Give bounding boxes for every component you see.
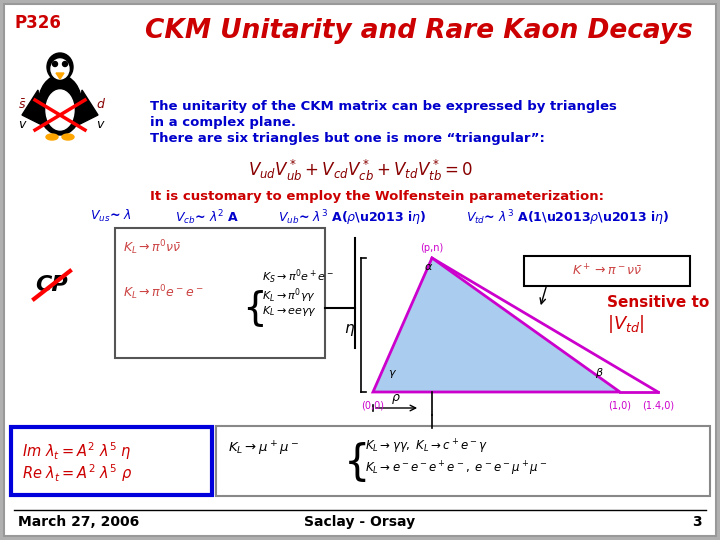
Text: $V_{cb}$~ $\lambda^2$ A: $V_{cb}$~ $\lambda^2$ A <box>175 208 239 227</box>
Text: Saclay - Orsay: Saclay - Orsay <box>305 515 415 529</box>
Text: in a complex plane.: in a complex plane. <box>150 116 296 129</box>
Ellipse shape <box>51 59 69 79</box>
Text: (p,n): (p,n) <box>420 243 444 253</box>
FancyBboxPatch shape <box>11 427 212 495</box>
Text: March 27, 2006: March 27, 2006 <box>18 515 139 529</box>
Polygon shape <box>22 90 42 125</box>
Text: $\mathit{Re}\ \lambda_t = A^2\ \lambda^5\ \rho$: $\mathit{Re}\ \lambda_t = A^2\ \lambda^5… <box>22 462 132 484</box>
Text: $V_{td}$~ $\lambda^3$ A(1\u2013$\rho$\u2013 i$\eta$): $V_{td}$~ $\lambda^3$ A(1\u2013$\rho$\u2… <box>466 208 669 227</box>
FancyBboxPatch shape <box>4 4 716 536</box>
FancyBboxPatch shape <box>216 426 710 496</box>
Circle shape <box>53 62 58 66</box>
Text: $K^+ \rightarrow \pi^-\nu\bar{\nu}$: $K^+ \rightarrow \pi^-\nu\bar{\nu}$ <box>572 264 642 279</box>
Ellipse shape <box>38 75 82 135</box>
Text: It is customary to employ the Wolfenstein parameterization:: It is customary to employ the Wolfenstei… <box>150 190 604 203</box>
Text: P326: P326 <box>14 14 61 32</box>
Text: $\beta$: $\beta$ <box>595 366 604 380</box>
FancyBboxPatch shape <box>524 256 690 286</box>
Text: $V_{ud}V_{ub}^*+V_{cd}V_{cb}^*+V_{td}V_{tb}^*=0$: $V_{ud}V_{ub}^*+V_{cd}V_{cb}^*+V_{td}V_{… <box>248 158 472 183</box>
Text: $K_L \rightarrow e^-e^-e^+e^-,\ e^-e^-\mu^+\mu^-$: $K_L \rightarrow e^-e^-e^+e^-,\ e^-e^-\m… <box>365 460 548 478</box>
Text: $\{$: $\{$ <box>242 288 264 329</box>
Text: $\{$: $\{$ <box>343 440 366 484</box>
Text: d: d <box>96 98 104 111</box>
Text: (1.4,0): (1.4,0) <box>642 400 674 410</box>
Ellipse shape <box>46 134 58 140</box>
Text: $V_{us}$~ $\lambda$: $V_{us}$~ $\lambda$ <box>90 208 132 224</box>
Text: $\bar{s}$: $\bar{s}$ <box>18 98 26 112</box>
Text: $\eta$: $\eta$ <box>344 322 356 338</box>
Text: v: v <box>96 118 104 132</box>
Circle shape <box>63 62 68 66</box>
Text: v: v <box>18 118 26 132</box>
Text: $K_L \rightarrow \pi^0\gamma\gamma$: $K_L \rightarrow \pi^0\gamma\gamma$ <box>262 286 315 305</box>
Text: $\gamma$: $\gamma$ <box>388 368 397 380</box>
Text: CKM Unitarity and Rare Kaon Decays: CKM Unitarity and Rare Kaon Decays <box>145 18 693 44</box>
Text: $K_S \rightarrow \pi^0 e^+e^-$: $K_S \rightarrow \pi^0 e^+e^-$ <box>262 268 334 286</box>
Text: 3: 3 <box>693 515 702 529</box>
Ellipse shape <box>46 90 74 130</box>
Text: $V_{ub}$~ $\lambda^3$ A($\rho$\u2013 i$\eta$): $V_{ub}$~ $\lambda^3$ A($\rho$\u2013 i$\… <box>278 208 426 227</box>
Text: $\alpha$: $\alpha$ <box>424 262 433 272</box>
Text: $K_L \rightarrow \gamma\gamma,\ K_L \rightarrow c^+e^-\gamma$: $K_L \rightarrow \gamma\gamma,\ K_L \rig… <box>365 438 488 456</box>
Text: $\rho$: $\rho$ <box>391 392 401 406</box>
Polygon shape <box>373 258 620 392</box>
Text: $K_L \rightarrow \pi^0\nu\bar{\nu}$: $K_L \rightarrow \pi^0\nu\bar{\nu}$ <box>123 238 181 256</box>
Text: There are six triangles but one is more “triangular”:: There are six triangles but one is more … <box>150 132 545 145</box>
Ellipse shape <box>62 134 74 140</box>
Text: Sensitive to: Sensitive to <box>607 295 714 310</box>
Text: $K_L \rightarrow ee\gamma\gamma$: $K_L \rightarrow ee\gamma\gamma$ <box>262 304 317 318</box>
Ellipse shape <box>47 53 73 81</box>
Text: CP: CP <box>36 275 68 295</box>
Text: $|V_{td}|$: $|V_{td}|$ <box>607 313 644 335</box>
Text: (0,0): (0,0) <box>361 400 384 410</box>
Text: $\mathit{Im}\ \lambda_t = A^2\ \lambda^5\ \eta$: $\mathit{Im}\ \lambda_t = A^2\ \lambda^5… <box>22 440 132 462</box>
FancyBboxPatch shape <box>115 228 325 358</box>
Text: The unitarity of the CKM matrix can be expressed by triangles: The unitarity of the CKM matrix can be e… <box>150 100 617 113</box>
Text: $K_L \rightarrow \pi^0 e^-e^-$: $K_L \rightarrow \pi^0 e^-e^-$ <box>123 283 204 302</box>
Text: $K_L \rightarrow \mu^+\mu^-$: $K_L \rightarrow \mu^+\mu^-$ <box>228 440 299 458</box>
Polygon shape <box>78 90 98 125</box>
Polygon shape <box>56 73 64 79</box>
Text: (1,0): (1,0) <box>608 400 631 410</box>
